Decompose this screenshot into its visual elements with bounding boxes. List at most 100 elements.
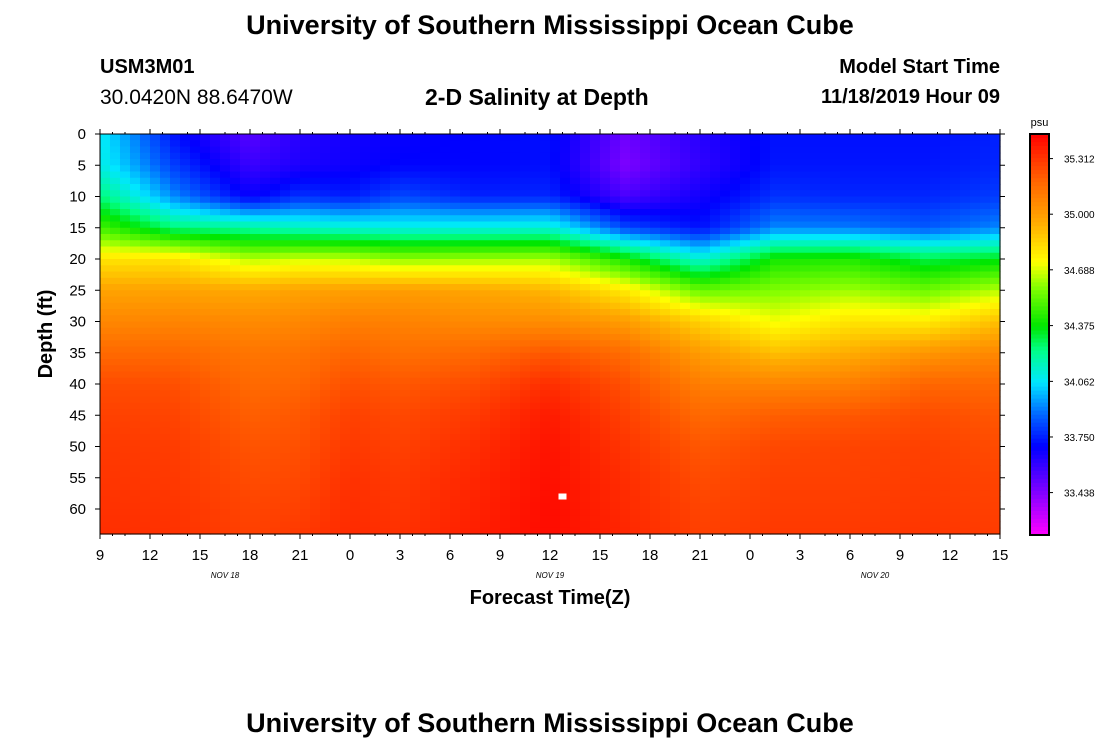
heatmap-cell bbox=[240, 202, 251, 210]
heatmap-cell bbox=[370, 309, 381, 316]
heatmap-cell bbox=[330, 159, 341, 166]
heatmap-cell bbox=[450, 234, 461, 241]
heatmap-cell bbox=[260, 259, 271, 266]
heatmap-cell bbox=[870, 402, 881, 410]
heatmap-cell bbox=[360, 396, 371, 404]
heatmap-cell bbox=[410, 509, 421, 516]
heatmap-cell bbox=[100, 302, 111, 310]
heatmap-cell bbox=[670, 315, 681, 323]
heatmap-cell bbox=[300, 409, 311, 416]
heatmap-cell bbox=[730, 427, 741, 435]
heatmap-cell bbox=[560, 171, 571, 179]
heatmap-cell bbox=[120, 484, 131, 491]
heatmap-cell bbox=[770, 502, 781, 510]
heatmap-cell bbox=[400, 371, 411, 379]
heatmap-cell bbox=[350, 427, 361, 435]
heatmap-cell bbox=[440, 434, 451, 441]
heatmap-cell bbox=[750, 221, 761, 229]
heatmap-cell bbox=[770, 134, 781, 141]
heatmap-cell bbox=[800, 359, 811, 366]
heatmap-cell bbox=[790, 277, 801, 285]
heatmap-cell bbox=[200, 371, 211, 379]
heatmap-cell bbox=[510, 196, 521, 204]
heatmap-cell bbox=[570, 346, 581, 354]
heatmap-cell bbox=[500, 490, 511, 498]
heatmap-cell bbox=[650, 221, 661, 229]
heatmap-cell bbox=[450, 440, 461, 448]
heatmap-cell bbox=[360, 184, 371, 191]
heatmap-cell bbox=[650, 309, 661, 316]
heatmap-cell bbox=[870, 490, 881, 498]
heatmap-cell bbox=[740, 377, 751, 385]
heatmap-cell bbox=[210, 409, 221, 416]
heatmap-cell bbox=[740, 515, 751, 523]
heatmap-cell bbox=[840, 277, 851, 285]
heatmap-cell bbox=[400, 346, 411, 354]
heatmap-cell bbox=[170, 184, 181, 191]
heatmap-cell bbox=[250, 496, 261, 504]
heatmap-cell bbox=[380, 446, 391, 454]
heatmap-cell bbox=[330, 146, 341, 154]
heatmap-cell bbox=[160, 190, 171, 198]
heatmap-cell bbox=[790, 346, 801, 354]
heatmap-cell bbox=[620, 284, 631, 291]
heatmap-cell bbox=[200, 396, 211, 404]
heatmap-cell bbox=[280, 146, 291, 154]
heatmap-cell bbox=[210, 246, 221, 254]
heatmap-cell bbox=[330, 196, 341, 204]
heatmap-cell bbox=[770, 309, 781, 316]
heatmap-cell bbox=[770, 271, 781, 279]
heatmap-cell bbox=[640, 221, 651, 229]
heatmap-cell bbox=[830, 459, 841, 466]
heatmap-cell bbox=[510, 359, 521, 366]
heatmap-cell bbox=[540, 165, 551, 173]
heatmap-cell bbox=[290, 434, 301, 441]
heatmap-cell bbox=[550, 221, 561, 229]
heatmap-cell bbox=[150, 259, 161, 266]
heatmap-cell bbox=[120, 527, 131, 535]
heatmap-cell bbox=[590, 252, 601, 260]
heatmap-cell bbox=[650, 159, 661, 166]
heatmap-cell bbox=[580, 215, 591, 223]
heatmap-cell bbox=[550, 309, 561, 316]
heatmap-cell bbox=[600, 502, 611, 510]
heatmap-cell bbox=[620, 196, 631, 204]
heatmap-cell bbox=[610, 296, 621, 304]
heatmap-cell bbox=[440, 209, 451, 216]
heatmap-cell bbox=[720, 246, 731, 254]
heatmap-cell bbox=[720, 171, 731, 179]
heatmap-cell bbox=[600, 309, 611, 316]
heatmap-cell bbox=[710, 521, 721, 529]
heatmap-cell bbox=[390, 421, 401, 429]
heatmap-cell bbox=[670, 427, 681, 435]
heatmap-cell bbox=[700, 134, 711, 141]
heatmap-cell bbox=[730, 465, 741, 473]
heatmap-cell bbox=[200, 171, 211, 179]
heatmap-cell bbox=[120, 184, 131, 191]
heatmap-cell bbox=[210, 490, 221, 498]
heatmap-cell bbox=[810, 265, 821, 273]
heatmap-cell bbox=[700, 265, 711, 273]
heatmap-cell bbox=[310, 152, 321, 160]
heatmap-cell bbox=[400, 384, 411, 391]
heatmap-cell bbox=[410, 427, 421, 435]
heatmap-cell bbox=[130, 171, 141, 179]
heatmap-cell bbox=[270, 477, 281, 485]
heatmap-cell bbox=[500, 221, 511, 229]
heatmap-cell bbox=[530, 371, 541, 379]
heatmap-cell bbox=[850, 190, 861, 198]
heatmap-cell bbox=[540, 465, 551, 473]
heatmap-cell bbox=[330, 227, 341, 235]
heatmap-cell bbox=[420, 434, 431, 441]
heatmap-cell bbox=[340, 265, 351, 273]
heatmap-cell bbox=[440, 346, 451, 354]
heatmap-cell bbox=[790, 177, 801, 185]
heatmap-cell bbox=[300, 377, 311, 385]
heatmap-cell bbox=[220, 177, 231, 185]
heatmap-cell bbox=[420, 502, 431, 510]
heatmap-cell bbox=[420, 227, 431, 235]
heatmap-cell bbox=[230, 352, 241, 360]
heatmap-cell bbox=[850, 334, 861, 341]
heatmap-cell bbox=[420, 396, 431, 404]
heatmap-cell bbox=[280, 215, 291, 223]
